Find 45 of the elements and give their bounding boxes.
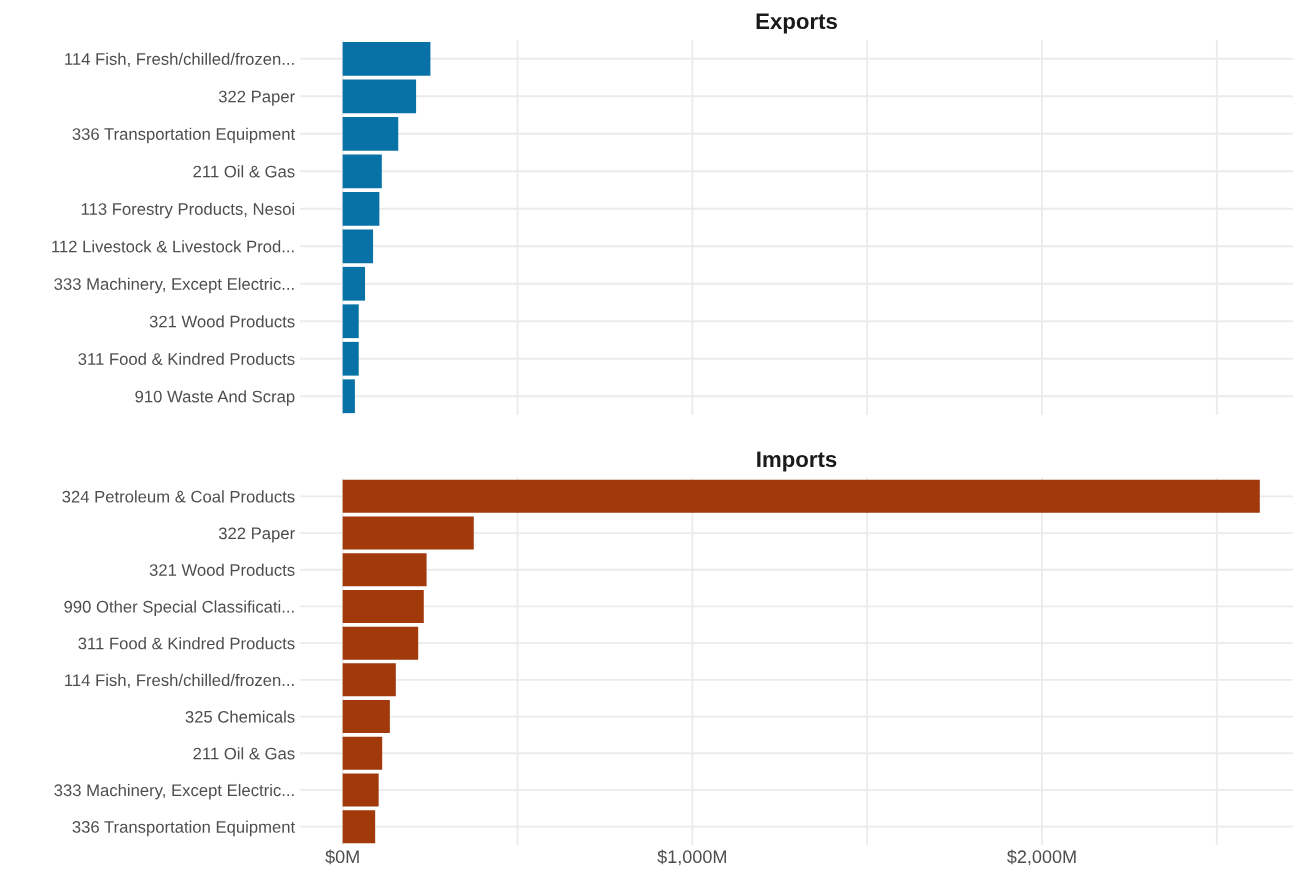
bar	[342, 191, 380, 226]
y-tick-label: 311 Food & Kindred Products	[78, 352, 295, 365]
bar	[342, 379, 355, 414]
y-tick-label: 211 Oil & Gas	[193, 165, 295, 178]
chart-title: Exports	[756, 13, 837, 34]
bar	[342, 479, 1260, 513]
y-tick-label: 336 Transportation Equipment	[72, 820, 296, 837]
bar	[342, 266, 366, 301]
bar	[342, 773, 379, 807]
y-tick-label: 325 Chemicals	[185, 710, 295, 723]
y-tick-label: 112 Livestock & Livestock Prod...	[52, 240, 294, 253]
x-tick-label: $0M	[325, 849, 359, 865]
y-tick-label: 336 Transportation Equipment	[72, 127, 296, 144]
bar	[342, 79, 417, 114]
bar	[342, 589, 424, 623]
bar	[342, 736, 383, 770]
y-tick-label: 324 Petroleum & Coal Products	[62, 490, 295, 503]
bar	[342, 341, 359, 376]
y-tick-label: 211 Oil & Gas	[193, 747, 295, 760]
y-tick-label: 322 Paper	[218, 527, 295, 543]
y-tick-label: 114 Fish, Fresh/chilled/frozen...	[65, 52, 294, 67]
y-tick-label: 321 Wood Products	[149, 315, 295, 328]
x-tick-label: $2,000M	[1007, 849, 1076, 866]
y-tick-label: 311 Food & Kindred Products	[78, 637, 295, 650]
bar	[342, 516, 474, 550]
bar	[342, 663, 396, 697]
bar	[342, 626, 419, 660]
y-tick-label: 322 Paper	[218, 90, 295, 106]
y-tick-label: 333 Machinery, Except Electric...	[54, 277, 294, 294]
x-tick-label: $1,000M	[657, 849, 726, 866]
y-tick-label: 114 Fish, Fresh/chilled/frozen...	[65, 673, 294, 689]
bar	[342, 553, 427, 587]
bar	[342, 116, 399, 151]
y-tick-label: 910 Waste And Scrap	[135, 390, 295, 406]
bar	[342, 810, 376, 844]
y-tick-label: 333 Machinery, Except Electric...	[54, 783, 294, 800]
bar	[342, 304, 359, 339]
y-tick-label: 321 Wood Products	[149, 563, 295, 576]
y-tick-label: 990 Other Special Classificati...	[64, 600, 294, 616]
bar	[342, 229, 374, 264]
chart-title: Imports	[757, 451, 837, 472]
bar	[342, 700, 390, 734]
bar	[342, 154, 382, 189]
bar	[342, 41, 431, 76]
y-tick-label: 113 Forestry Products, Nesoi	[81, 202, 295, 219]
